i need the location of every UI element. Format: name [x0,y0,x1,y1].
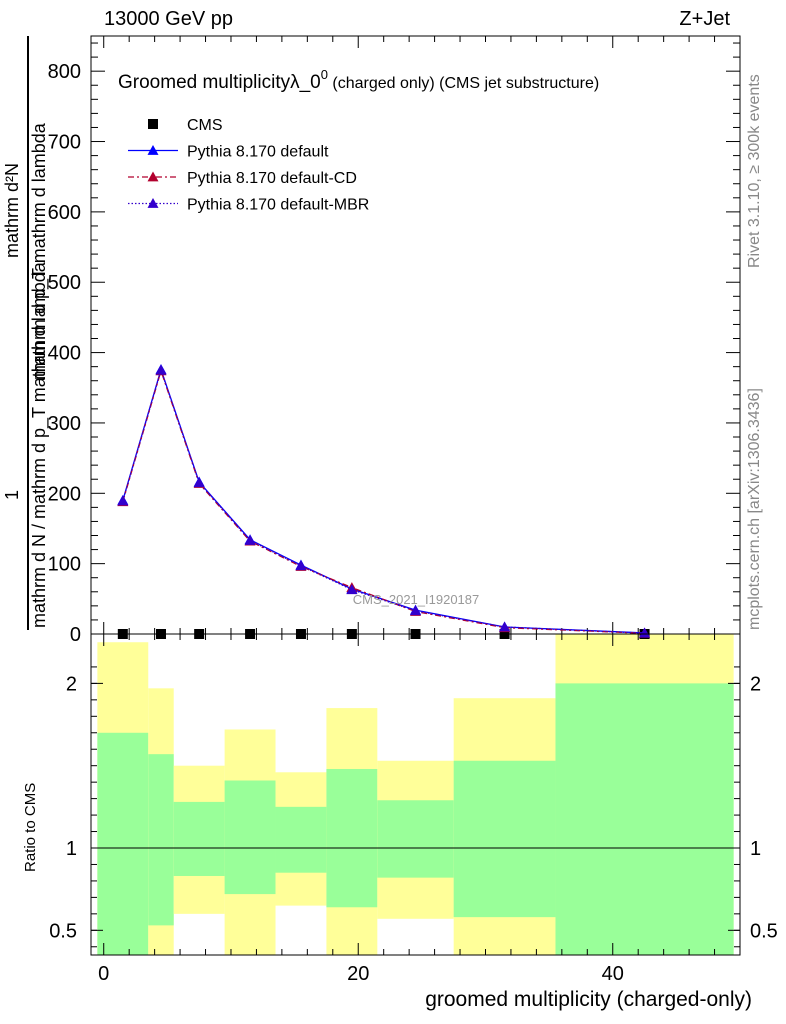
ratio-inner-band-6 [377,800,454,878]
ratio-inner-band-8 [555,683,734,955]
main-ytick-label-6: 600 [48,202,81,224]
series-3-point-4 [295,560,307,571]
series-3-point-1 [155,364,167,375]
legend-marker-1 [147,145,159,155]
ratio-inner-band-5 [326,768,378,908]
x-tick-label-1: 20 [347,963,369,985]
ratio-frame [90,633,741,956]
ratio-ytick-label-left-2: 2 [66,673,77,695]
ratio-inner-band-4 [275,806,327,873]
series-3-point-8 [639,627,651,638]
ratio-inner-band-3 [224,780,276,895]
series-3-point-6 [410,605,421,616]
ratio-ytick-label-right-1: 1 [750,838,761,860]
ratio-inner-band-0 [97,732,149,955]
legend-label-0: CMS [187,117,223,134]
main-ytick-label-3: 300 [48,413,81,435]
legend-marker-2 [147,171,159,182]
series-3-point-0 [117,495,129,506]
legend-marker-0 [148,119,158,129]
x-tick-label-2: 40 [602,963,624,985]
ratio-ytick-label-left-0: 0.5 [49,920,77,942]
series-3-point-2 [193,477,205,488]
process-label: Z+Jet [679,8,730,30]
ratio-ytick-label-left-1: 1 [66,838,77,860]
legend-marker-3 [147,198,159,208]
main-ytick-label-5: 500 [48,272,81,294]
legend-label-3: Pythia 8.170 default-MBR [187,197,369,214]
x-axis-label: groomed multiplicity (charged-only) [425,988,752,1011]
main-ytick-label-1: 100 [48,554,81,576]
legend-label-1: Pythia 8.170 default [187,144,329,161]
ratio-inner-band-2 [173,801,225,876]
legend: CMS Pythia 8.170 default Pythia 8.170 defa… [128,117,369,214]
ratio-ytick-label-right-2: 2 [750,673,761,695]
main-ytick-label-0: 0 [70,624,81,646]
ratio-ytick-label-right-0: 0.5 [750,920,778,942]
legend-label-2: Pythia 8.170 default-CD [187,170,357,187]
main-panel: 0 100 200 300 400 500 600 700 800 [48,42,740,646]
main-ylabel-fraction-bar [27,36,29,630]
main-ytick-label-4: 400 [48,343,81,365]
ratio-inner-band-1 [148,754,174,926]
main-ytick-label-8: 800 [48,61,81,83]
series-3-point-3 [244,534,256,545]
watermark: CMS_2021_I1920187 [353,592,480,607]
ratio-panel: 0.5 0.51 12 20 20 40 [49,36,778,985]
main-ytick-label-2: 200 [48,483,81,505]
main-ytick-label-7: 700 [48,132,81,154]
chart-title: Groomed multiplicityλ_00 (charged only) … [118,67,599,93]
ratio-inner-band-7 [453,760,556,918]
series-3-point-5 [346,584,358,595]
x-tick-label-0: 0 [98,963,109,985]
energy-label: 13000 GeV pp [104,8,233,30]
series-3-point-7 [499,621,511,632]
